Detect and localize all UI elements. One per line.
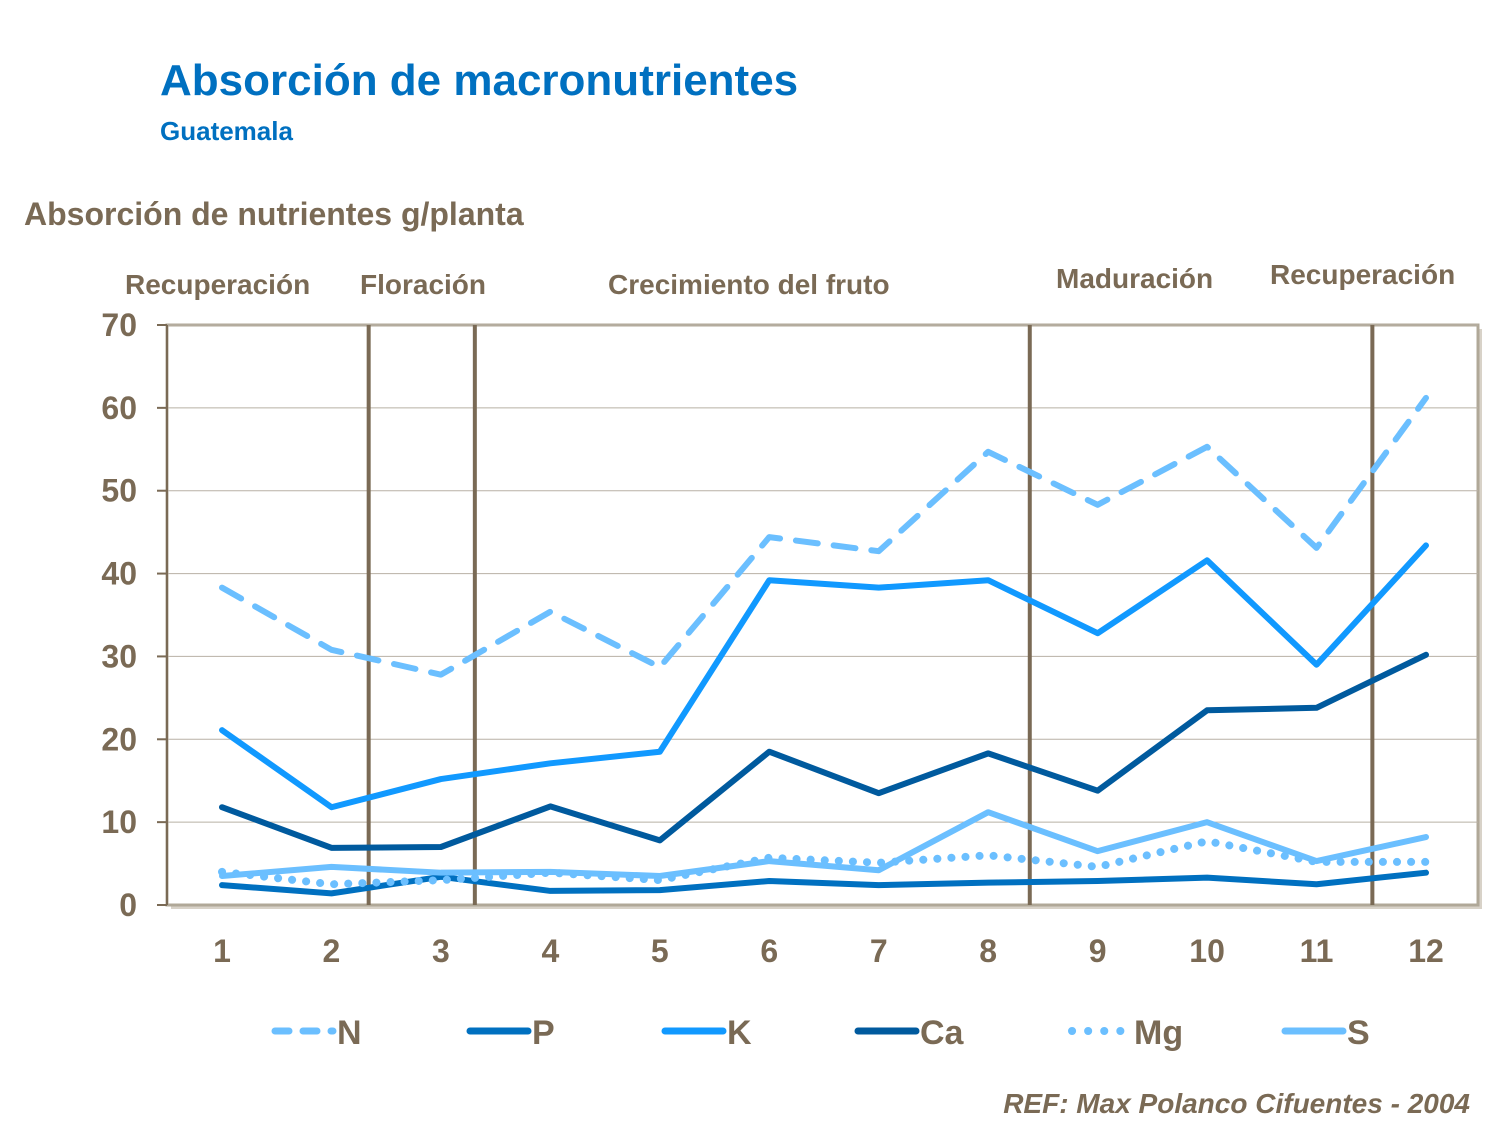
x-tick-label: 4: [541, 933, 559, 969]
reference-note: REF: Max Polanco Cifuentes - 2004: [1003, 1088, 1470, 1119]
series-line-k: [219, 542, 1429, 811]
chart-subtitle: Guatemala: [160, 116, 293, 146]
series-line-ca: [219, 651, 1429, 851]
series-line-n: [219, 394, 1429, 678]
phase-label: Recuperación: [125, 269, 310, 300]
series-line-p: [219, 869, 1429, 897]
y-tick-label: 30: [101, 638, 137, 674]
phase-label: Floración: [360, 269, 486, 300]
x-tick-label: 5: [651, 933, 669, 969]
phase-label: Recuperación: [1270, 259, 1455, 290]
y-tick-label: 70: [101, 307, 137, 343]
chart-title: Absorción de macronutrientes: [160, 56, 799, 105]
x-tick-label: 8: [979, 933, 997, 969]
legend-label: P: [532, 1014, 555, 1052]
x-tick-label: 11: [1300, 933, 1334, 969]
x-tick-label: 9: [1089, 933, 1107, 969]
legend-item-ca: Ca: [854, 1014, 965, 1052]
x-tick-label: 2: [323, 933, 341, 969]
legend-label: Mg: [1134, 1014, 1183, 1052]
y-tick-label: 20: [101, 721, 137, 757]
legend-item-k: K: [661, 1014, 752, 1052]
legend-item-mg: Mg: [1068, 1014, 1183, 1052]
legend-item-n: N: [271, 1014, 362, 1052]
phase-label: Maduración: [1056, 263, 1213, 294]
legend-label: K: [727, 1014, 752, 1052]
y-tick-label: 50: [101, 473, 137, 509]
y-tick-label: 0: [119, 887, 137, 923]
x-tick-label: 3: [432, 933, 450, 969]
plot-area: [165, 323, 1480, 907]
x-tick-label: 10: [1189, 933, 1225, 969]
y-tick-label: 60: [101, 390, 137, 426]
legend-label: S: [1347, 1014, 1370, 1052]
legend-item-s: S: [1281, 1014, 1370, 1052]
x-tick-label: 6: [760, 933, 778, 969]
legend-label: N: [337, 1014, 362, 1052]
y-axis-label: Absorción de nutrientes g/planta: [24, 196, 524, 232]
legend-item-p: P: [466, 1014, 555, 1052]
series-line-mg: [218, 837, 1430, 889]
x-tick-label: 12: [1408, 933, 1444, 969]
y-tick-label: 40: [101, 556, 137, 592]
phase-label: Crecimiento del fruto: [608, 269, 890, 300]
legend-label: Ca: [920, 1014, 965, 1052]
series-line-s: [219, 809, 1429, 879]
x-tick-label: 1: [213, 933, 231, 969]
y-tick-label: 10: [101, 804, 137, 840]
x-tick-label: 7: [870, 933, 888, 969]
